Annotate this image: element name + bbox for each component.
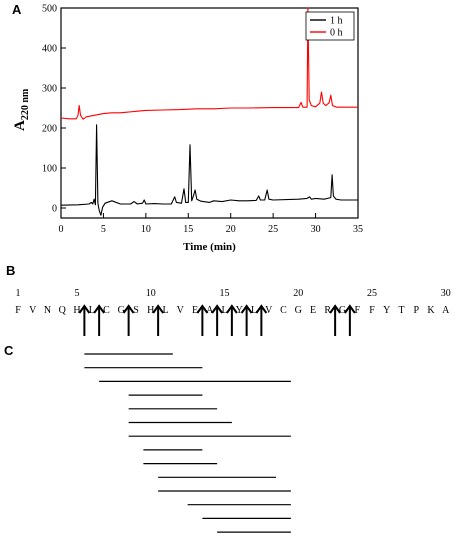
y-tick-label: 100 [42,164,57,175]
residue-letter: E [310,305,316,316]
hplc-chromatogram: 0 5 10 15 20 25 30 35 0 100 200 300 400 500 Time (min)… [12,4,363,254]
x-tick-label: 25 [268,224,278,235]
residue-letter: Q [59,305,67,316]
cleavage-arrow-head [329,304,341,314]
cleavage-arrow-head [226,304,238,314]
residue-letter: R [324,305,331,316]
residue-letter: A [206,305,214,316]
panel-label-c: C [4,343,14,358]
fragment-map [84,353,291,533]
y-tick-label: 200 [42,124,57,135]
y-tick-label: 500 [42,4,57,15]
residue-letter: V [29,305,37,316]
residue-letter: Y [383,305,390,316]
x-tick-label: 35 [353,224,363,235]
residue-letter: N [44,305,51,316]
x-tick-label: 10 [141,224,151,235]
residue-letter: G [295,305,302,316]
peptide-sequence: 1 5 10 15 20 25 30F V N Q H L C G S H L V E A L Y L V C G E R G F F Y T P… [15,288,451,336]
x-axis-label: Time (min) [183,241,236,253]
residue-letter: T [398,305,404,316]
residue-letter: V [177,305,185,316]
residue-letter: L [89,305,95,316]
cleavage-arrow-head [196,304,209,314]
residue-letter: Y [236,305,243,316]
residue-letter: H [73,305,80,316]
residue-letter: F [369,305,375,316]
cleavage-arrow-head [78,304,91,314]
residue-number: 15 [220,288,230,299]
cleavage-arrow-head [240,304,253,314]
cleavage-arrow-head [93,304,105,314]
residue-letter: A [442,305,450,316]
x-tick-label: 15 [183,224,193,235]
residue-letter: S [133,305,139,316]
residue-letter: G [339,305,346,316]
residue-number: 25 [367,288,377,299]
plot-frame [60,7,359,219]
residue-number: 1 [16,288,21,299]
residue-number: 5 [75,288,80,299]
cleavage-arrow-head [344,304,356,314]
residue-letter: C [280,305,287,316]
series-line-one [60,124,358,216]
legend-label: 1 h [330,16,343,27]
residue-letter: F [354,305,360,316]
residue-number: 30 [441,288,451,299]
residue-letter: F [15,305,21,316]
x-tick-label: 20 [226,224,236,235]
y-tick-label: 0 [52,204,57,215]
y-axis-label: A220 nm [12,88,31,131]
residue-letter: G [118,305,125,316]
legend-label: 0 h [330,28,343,39]
x-tick-label: 0 [59,224,64,235]
residue-letter: H [147,305,154,316]
y-axis-label-subscript: 220 nm [20,88,31,120]
x-tick-label: 5 [101,224,106,235]
residue-number: 10 [146,288,156,299]
cleavage-arrow-head [211,304,223,314]
series-line-two [60,7,358,120]
residue-letter: L [251,305,257,316]
residue-letter: L [221,305,227,316]
residue-letter: V [265,305,273,316]
cleavage-arrow-head [152,304,164,314]
residue-number: 20 [293,288,303,299]
y-tick-label: 400 [42,44,57,55]
panel-label-b: B [6,263,16,278]
residue-letter: K [427,305,435,316]
residue-letter: L [162,305,168,316]
legend-box [305,11,355,41]
cleavage-arrow-head [255,304,268,314]
residue-letter: C [103,305,110,316]
panel-label-a: A [12,2,22,17]
residue-letter: E [192,305,198,316]
x-tick-label: 30 [311,224,321,235]
y-tick-label: 300 [42,84,57,95]
cleavage-arrow-head [122,304,135,314]
residue-letter: P [413,305,419,316]
